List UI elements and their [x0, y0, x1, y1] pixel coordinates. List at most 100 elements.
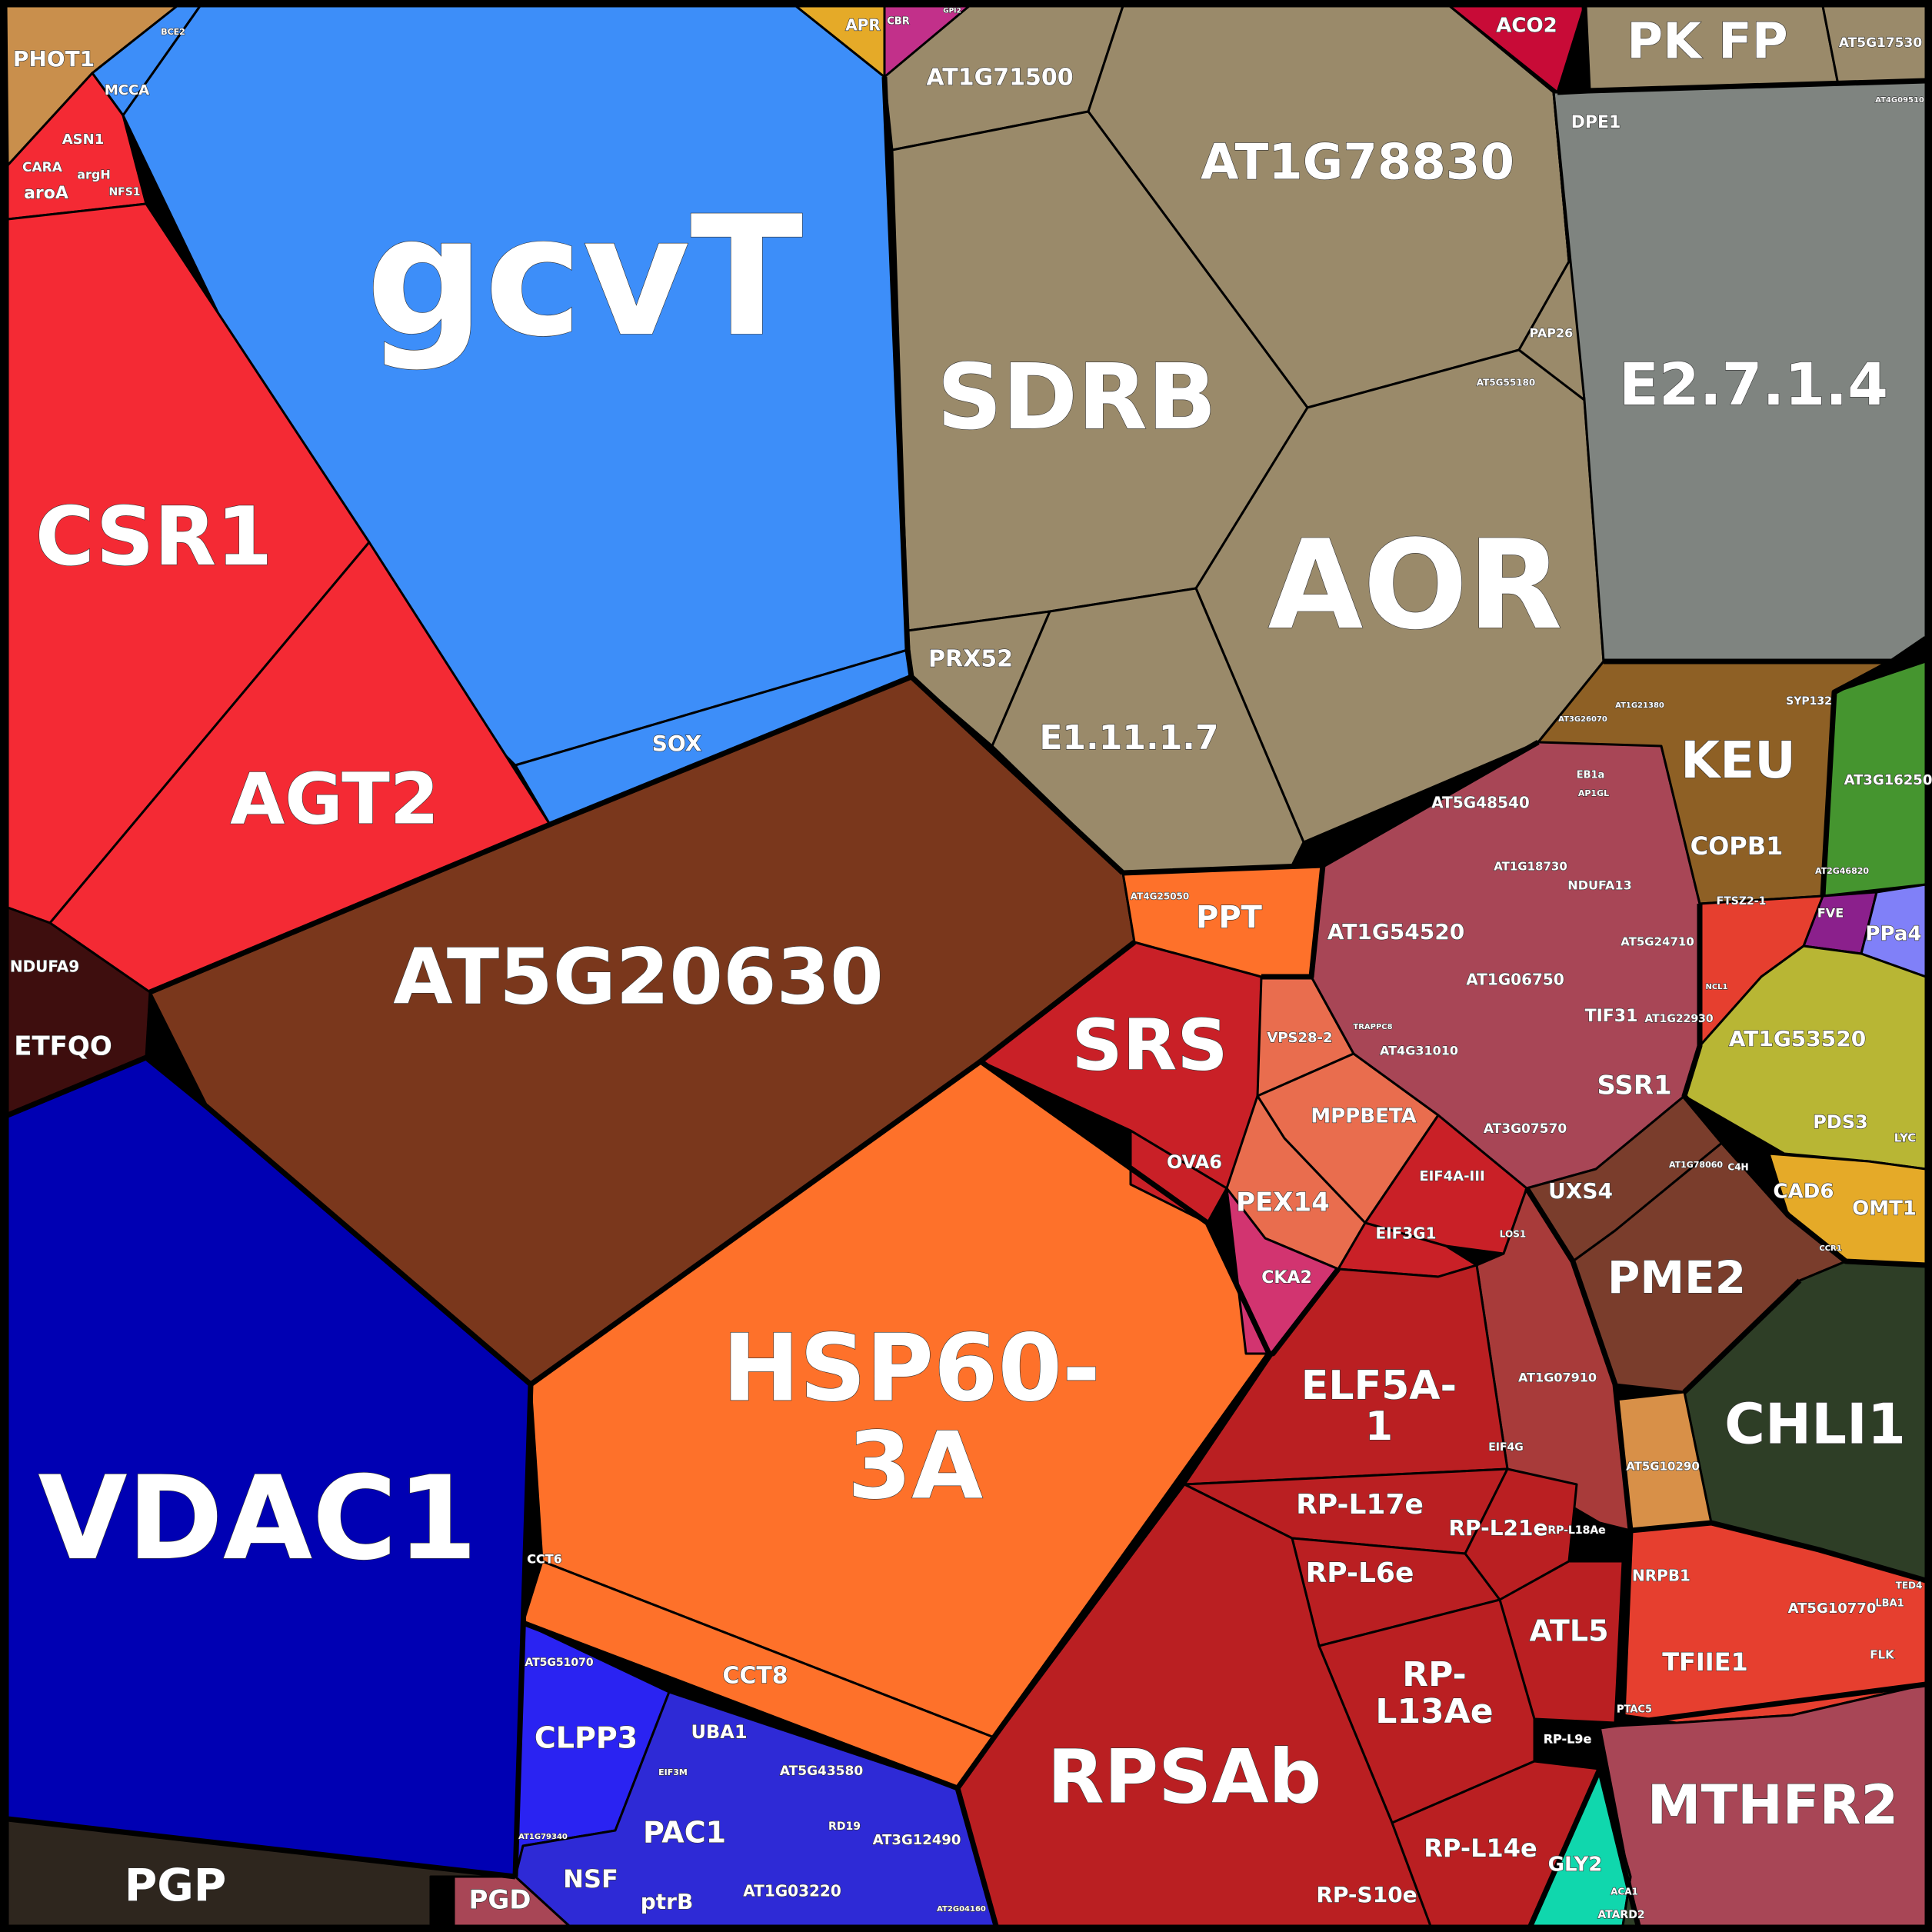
label-rpl17e: RP-L17e — [1296, 1489, 1424, 1521]
label-at1g71500: AT1G71500 — [926, 65, 1073, 92]
label-at5g51070: AT5G51070 — [525, 1657, 593, 1669]
boundary-19 — [1261, 864, 1326, 980]
label-at4g31010: AT4G31010 — [1380, 1044, 1458, 1058]
label-uxs4: UXS4 — [1548, 1178, 1613, 1204]
label-cct6: CCT6 — [527, 1552, 562, 1567]
label-pac1: PAC1 — [643, 1816, 726, 1850]
label-cct8: CCT8 — [722, 1663, 788, 1690]
label-at1g53520: AT1G53520 — [1729, 1026, 1866, 1051]
label-cara: CARA — [22, 160, 63, 175]
label-nfs1: NFS1 — [108, 186, 140, 198]
label-copb1: COPB1 — [1690, 831, 1784, 861]
label-at1g06750: AT1G06750 — [1466, 971, 1564, 989]
label-elf5a-2: 1 — [1365, 1404, 1393, 1450]
label-at1g18730: AT1G18730 — [1494, 860, 1567, 874]
label-phot1: PHOT1 — [13, 46, 95, 72]
label-bce2: BCE2 — [161, 27, 185, 37]
label-pgd: PGD — [468, 1885, 531, 1916]
label-at5g43580: AT5G43580 — [780, 1764, 864, 1779]
label-at1g22930: AT1G22930 — [1644, 1013, 1713, 1025]
label-hsp60-2: 3A — [848, 1414, 983, 1521]
label-ndufa13: NDUFA13 — [1567, 878, 1631, 893]
label-agt2: AGT2 — [230, 758, 439, 840]
label-keu: KEU — [1681, 731, 1796, 790]
label-uba1: UBA1 — [691, 1721, 747, 1743]
label-etfqo: ETFQO — [14, 1031, 112, 1062]
boundary-14 — [1527, 1766, 1641, 1927]
label-at1g78830: AT1G78830 — [1201, 135, 1514, 192]
boundary-10 — [955, 1059, 1272, 1790]
label-cad6: CAD6 — [1774, 1181, 1834, 1204]
label-pgp: PGP — [125, 1859, 227, 1911]
label-at1g54520: AT1G54520 — [1327, 919, 1464, 944]
label-tif31: TIF31 — [1585, 1007, 1638, 1026]
label-rpl14e: RP-L14e — [1424, 1834, 1537, 1863]
label-at5g55180: AT5G55180 — [1477, 378, 1536, 388]
label-ptrb: ptrB — [641, 1889, 694, 1914]
label-rpl21e: RP-L21e — [1448, 1515, 1547, 1541]
label-prx52: PRX52 — [928, 646, 1013, 673]
label-aco2: ACO2 — [1496, 15, 1557, 38]
boundary-11 — [1269, 1267, 1341, 1357]
label-atard2: ATARD2 — [1597, 1909, 1644, 1921]
label-at4g25050: AT4G25050 — [1131, 891, 1190, 902]
label-atl5: ATL5 — [1529, 1614, 1608, 1648]
label-pds3: PDS3 — [1813, 1111, 1868, 1133]
label-eif4a: EIF4A-III — [1419, 1168, 1484, 1184]
label-aroa: aroA — [24, 184, 68, 203]
label-at3g12490: AT3G12490 — [873, 1832, 961, 1848]
label-ptac5: PTAC5 — [1617, 1704, 1652, 1716]
label-at3g26070: AT3G26070 — [1558, 715, 1607, 724]
label-dpe1: DPE1 — [1571, 113, 1621, 132]
label-omt1: OMT1 — [1852, 1198, 1917, 1221]
label-elf5a-1: ELF5A- — [1301, 1363, 1457, 1409]
label-apr: APR — [845, 16, 881, 35]
label-mcca: MCCA — [105, 82, 149, 98]
label-mthfr2: MTHFR2 — [1647, 1774, 1898, 1837]
label-at4g09510: AT4G09510 — [1875, 96, 1924, 105]
label-at1g07910: AT1G07910 — [1518, 1371, 1597, 1385]
label-e111: E1.11.1.7 — [1039, 718, 1218, 758]
label-fve: FVE — [1817, 906, 1844, 921]
label-rps10e: RP-S10e — [1316, 1882, 1417, 1907]
label-nsf: NSF — [563, 1864, 618, 1894]
label-aor: AOR — [1267, 513, 1562, 657]
label-nrpb1: NRPB1 — [1632, 1567, 1690, 1585]
label-vdac1: VDAC1 — [38, 1452, 477, 1586]
label-at2g46820: AT2G46820 — [1815, 866, 1869, 876]
label-ppa4: PPa4 — [1865, 923, 1921, 946]
label-cka2: CKA2 — [1261, 1268, 1312, 1287]
label-eb1a: EB1a — [1577, 770, 1605, 781]
label-rpsab: RPSAb — [1048, 1734, 1321, 1820]
boundary-8 — [512, 1384, 534, 1877]
label-mppbeta: MPPBETA — [1311, 1105, 1416, 1128]
label-at5g48540: AT5G48540 — [1431, 794, 1529, 812]
label-trappc8: TRAPPC8 — [1353, 1023, 1392, 1031]
label-pme2: PME2 — [1607, 1251, 1746, 1304]
label-clpp3: CLPP3 — [535, 1721, 638, 1755]
label-lba1: LBA1 — [1875, 1598, 1904, 1610]
label-ftsz21: FTSZ2-1 — [1717, 895, 1767, 908]
boundary-15 — [1681, 904, 1927, 1268]
label-csr1: CSR1 — [35, 490, 273, 584]
label-cbr: CBR — [887, 16, 909, 28]
boundary-7 — [6, 940, 1137, 1387]
label-eif4g: EIF4G — [1488, 1441, 1524, 1454]
label-at2g04160: AT2G04160 — [937, 1905, 986, 1914]
label-e2714: E2.7.1.4 — [1619, 350, 1888, 418]
label-at1g03220: AT1G03220 — [743, 1882, 841, 1900]
label-c4h: C4H — [1727, 1162, 1748, 1173]
label-rpl13ae-1: RP- — [1402, 1655, 1467, 1694]
label-argh: argH — [77, 168, 111, 182]
label-chli1: CHLI1 — [1724, 1392, 1906, 1457]
label-at5g20630: AT5G20630 — [393, 931, 883, 1021]
label-lyc: LYC — [1894, 1131, 1917, 1145]
label-syp132: SYP132 — [1786, 695, 1832, 708]
label-gpi2: GPI2 — [943, 8, 961, 15]
label-at1g21380: AT1G21380 — [1615, 701, 1664, 710]
label-rpl9e: RP-L9e — [1544, 1732, 1592, 1747]
label-rd19: RD19 — [828, 1820, 861, 1833]
cell-pap26 — [1517, 91, 1586, 401]
label-at3g16250: AT3G16250 — [1844, 772, 1932, 788]
